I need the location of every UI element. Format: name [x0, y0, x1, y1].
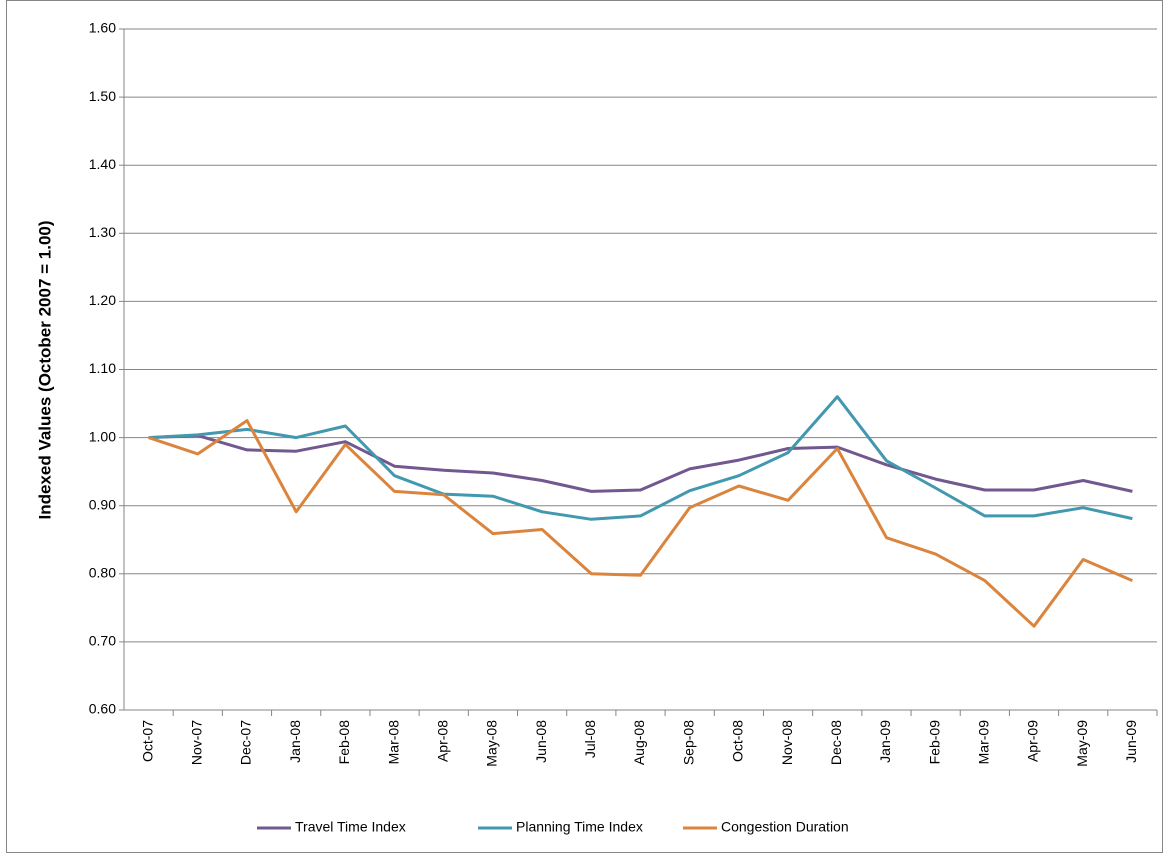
x-tick-label: Aug-08 — [631, 720, 647, 765]
x-tick-label: Jun-09 — [1123, 720, 1139, 763]
x-tick-label: Sep-08 — [680, 720, 696, 765]
y-tick-label: 1.10 — [89, 360, 116, 376]
y-tick-label: 1.00 — [89, 428, 116, 444]
legend-label: Travel Time Index — [295, 819, 406, 835]
x-tick-label: Apr-08 — [434, 720, 450, 762]
x-tick-label: Jun-08 — [533, 720, 549, 763]
x-tick-label: Dec-07 — [238, 720, 254, 765]
y-tick-label: 1.30 — [89, 224, 116, 240]
x-tick-label: Oct-08 — [730, 720, 746, 762]
x-tick-label: Apr-09 — [1025, 720, 1041, 762]
x-tick-label: Mar-08 — [385, 720, 401, 765]
x-tick-label: Feb-08 — [336, 720, 352, 765]
series-line — [148, 395, 1133, 521]
y-axis-title: Indexed Values (October 2007 = 1.00) — [35, 220, 54, 519]
x-tick-label: Nov-08 — [779, 720, 795, 765]
y-tick-label: 1.50 — [89, 88, 116, 104]
y-tick-label: 0.60 — [89, 701, 116, 717]
legend-label: Congestion Duration — [721, 819, 849, 835]
y-tick-label: 1.40 — [89, 156, 116, 172]
x-tick-label: Nov-07 — [188, 720, 204, 765]
x-tick-label: Feb-09 — [926, 720, 942, 765]
legend-label: Planning Time Index — [516, 819, 643, 835]
x-tick-label: Mar-09 — [976, 720, 992, 765]
y-tick-label: 0.80 — [89, 565, 116, 581]
y-tick-label: 1.60 — [89, 20, 116, 36]
y-tick-label: 1.20 — [89, 292, 116, 308]
x-tick-label: Jul-08 — [582, 720, 598, 758]
x-tick-label: Jan-08 — [287, 720, 303, 763]
x-tick-label: Jan-09 — [877, 720, 893, 763]
x-tick-label: Oct-07 — [139, 720, 155, 762]
series-line — [148, 434, 1133, 493]
x-tick-label: Dec-08 — [828, 720, 844, 765]
series-line — [148, 419, 1133, 628]
x-tick-label: May-08 — [484, 720, 500, 767]
x-tick-label: May-09 — [1074, 720, 1090, 767]
y-tick-label: 0.70 — [89, 633, 116, 649]
y-tick-label: 0.90 — [89, 496, 116, 512]
